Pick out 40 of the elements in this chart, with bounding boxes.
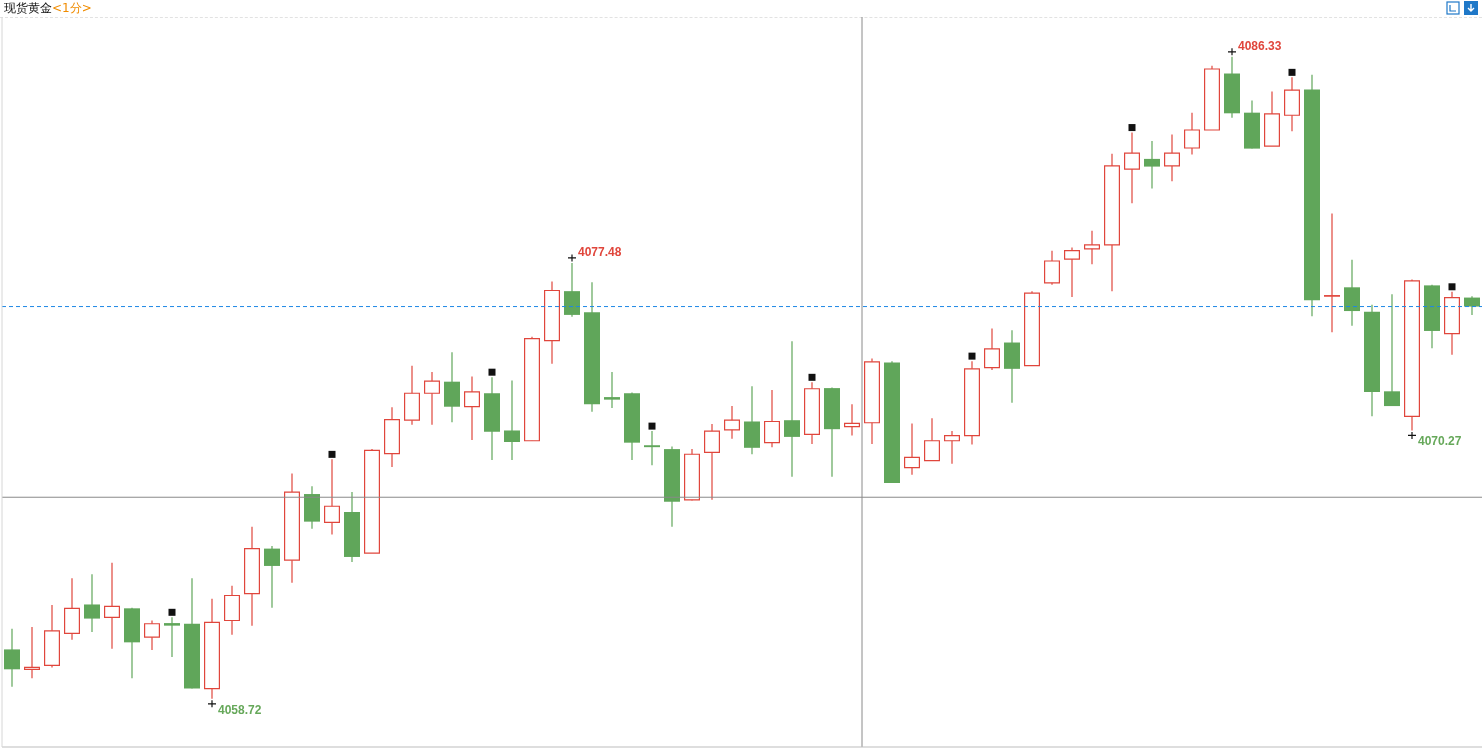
candlestick bbox=[1004, 330, 1020, 403]
candlestick bbox=[84, 574, 100, 633]
candlestick bbox=[1144, 140, 1160, 189]
candlestick bbox=[1324, 213, 1340, 333]
chart-subtitle: <1分> bbox=[52, 1, 92, 15]
candlestick bbox=[704, 424, 720, 500]
candlestick bbox=[944, 431, 960, 464]
annotation: 4077.48 bbox=[578, 244, 622, 259]
candlestick bbox=[1124, 132, 1140, 204]
candlestick bbox=[1084, 230, 1100, 265]
candlestick bbox=[264, 546, 280, 608]
candlestick bbox=[24, 626, 40, 679]
candlestick bbox=[564, 262, 580, 317]
chart-title: 现货黄金 bbox=[4, 1, 52, 15]
candlestick bbox=[324, 459, 340, 535]
candlestick bbox=[1064, 247, 1080, 297]
candlestick bbox=[844, 404, 860, 436]
candlestick bbox=[644, 431, 660, 466]
candlestick bbox=[164, 617, 180, 658]
candlestick bbox=[824, 387, 840, 477]
candlestick bbox=[424, 372, 440, 425]
text: 4058.72 bbox=[218, 702, 262, 717]
candlestick bbox=[1384, 294, 1400, 407]
candlestick bbox=[904, 423, 920, 475]
candlestick bbox=[504, 380, 520, 461]
candlestick bbox=[1164, 134, 1180, 182]
candlestick bbox=[4, 628, 20, 687]
annotation: 4070.27 bbox=[1418, 434, 1462, 449]
candlestick bbox=[784, 341, 800, 477]
text: 4086.33 bbox=[1238, 38, 1282, 53]
candlestick bbox=[764, 390, 780, 448]
candlestick bbox=[1464, 296, 1480, 315]
candlestick bbox=[464, 376, 480, 441]
candlestick bbox=[724, 406, 740, 439]
candlestick bbox=[1344, 259, 1360, 326]
candlestick bbox=[604, 372, 620, 408]
candlestick bbox=[744, 386, 760, 455]
candlestick bbox=[444, 352, 460, 423]
candlestick bbox=[63, 578, 80, 640]
candlestick bbox=[104, 562, 120, 649]
